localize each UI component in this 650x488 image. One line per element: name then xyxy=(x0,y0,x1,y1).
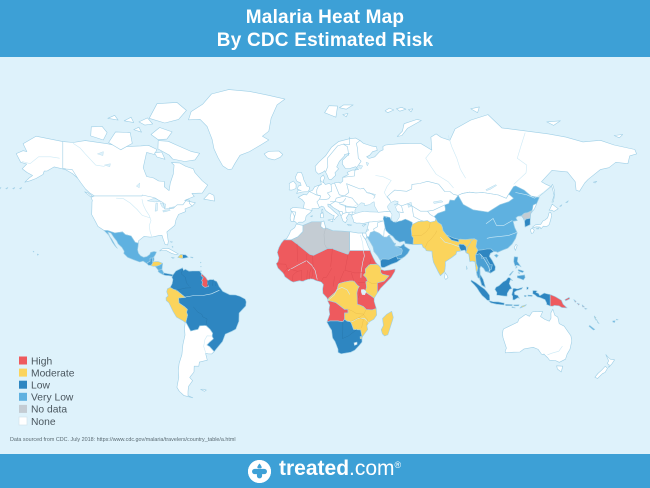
svg-text:Very Low: Very Low xyxy=(31,393,74,404)
svg-text:Low: Low xyxy=(31,381,50,392)
svg-text:Moderate: Moderate xyxy=(31,368,75,379)
svg-text:High: High xyxy=(31,356,52,367)
svg-text:No data: No data xyxy=(31,405,67,416)
svg-text:None: None xyxy=(31,417,56,428)
